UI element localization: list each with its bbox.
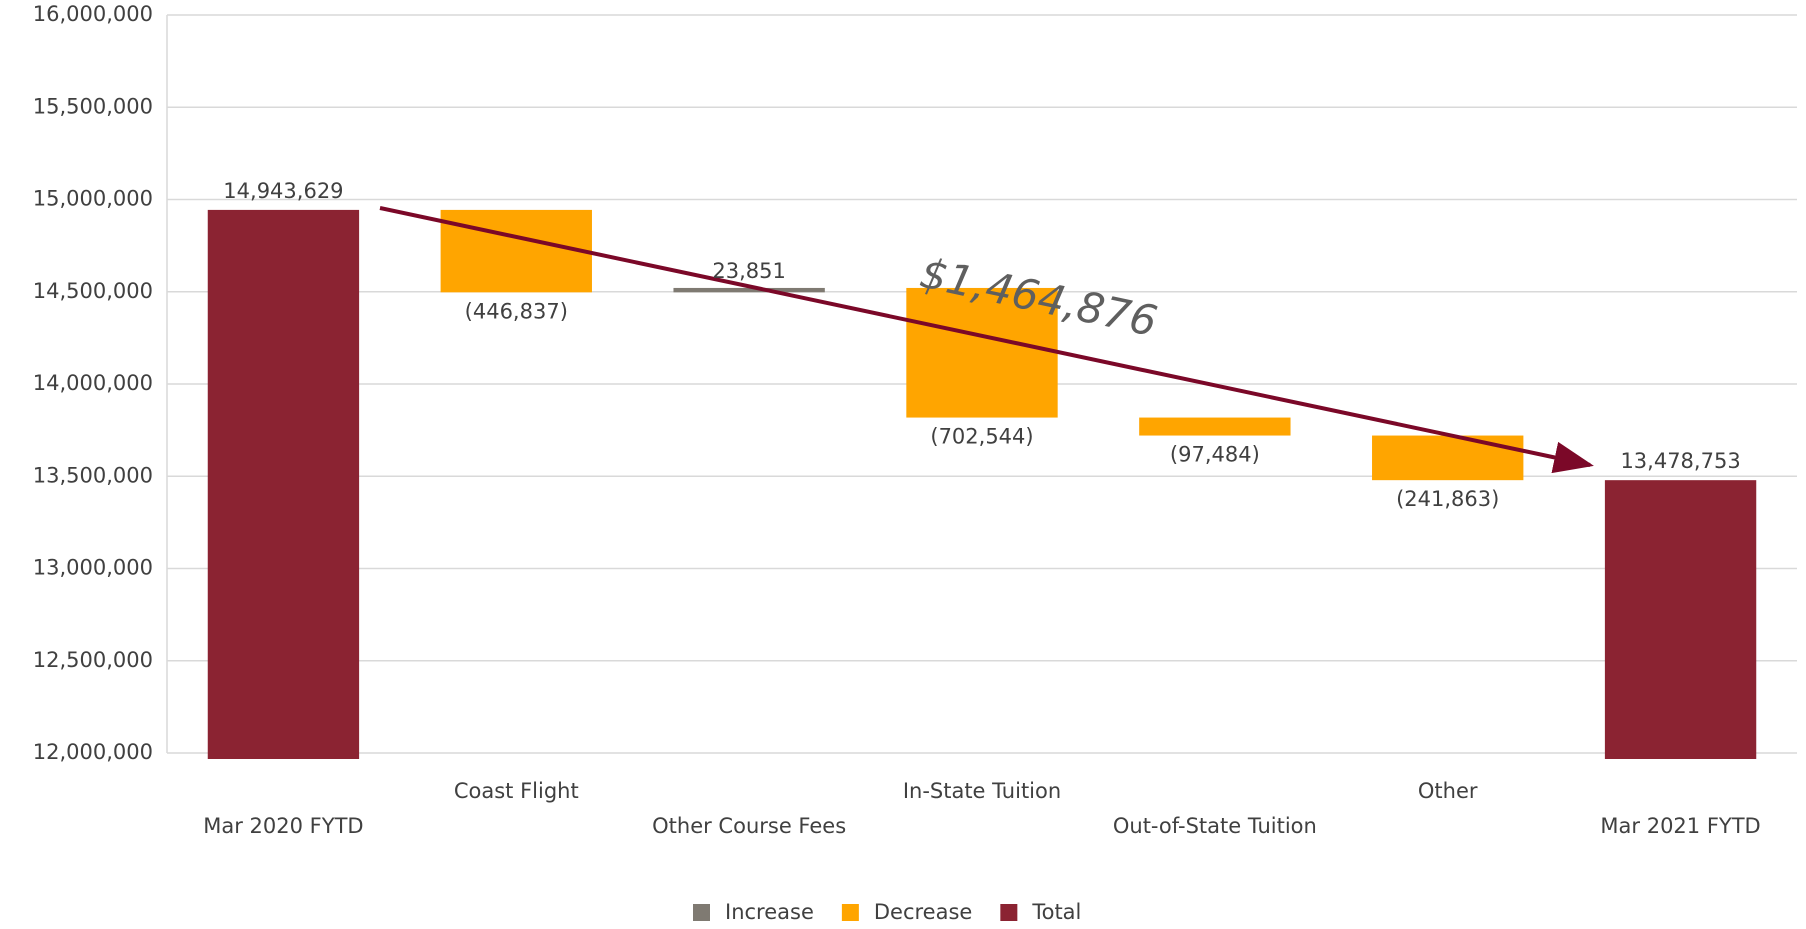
data-label: 23,851 <box>712 259 785 283</box>
bar <box>440 209 592 293</box>
y-tick-label: 12,000,000 <box>33 740 153 764</box>
y-tick-label: 13,500,000 <box>33 463 153 487</box>
y-tick-label: 14,000,000 <box>33 371 153 395</box>
data-label: (702,544) <box>930 425 1033 449</box>
bar <box>1372 435 1524 481</box>
legend-swatch <box>693 904 710 921</box>
y-tick-label: 13,000,000 <box>33 556 153 580</box>
bar <box>906 287 1058 418</box>
data-label: 13,478,753 <box>1620 449 1740 473</box>
x-tick-label: In-State Tuition <box>903 779 1061 803</box>
x-tick-label: Mar 2020 FYTD <box>203 814 363 838</box>
y-tick-label: 15,500,000 <box>33 94 153 118</box>
x-tick-label: Mar 2021 FYTD <box>1600 814 1760 838</box>
trend-arrow <box>379 206 1594 474</box>
data-label: (241,863) <box>1396 487 1499 511</box>
legend-label: Increase <box>725 900 814 924</box>
legend-label: Total <box>1031 900 1081 924</box>
bar <box>207 209 360 759</box>
legend-swatch <box>1000 904 1018 921</box>
x-tick-label: Coast Flight <box>454 779 579 803</box>
data-label: 14,943,629 <box>223 179 343 203</box>
x-tick-label: Out-of-State Tuition <box>1113 814 1317 838</box>
data-label: (446,837) <box>465 299 568 323</box>
data-label: (97,484) <box>1170 443 1260 467</box>
bar <box>1139 417 1291 436</box>
bar <box>673 287 825 293</box>
bar <box>1604 480 1757 759</box>
x-tick-label: Other Course Fees <box>652 814 846 838</box>
x-tick-label: Other <box>1418 779 1478 803</box>
y-tick-label: 12,500,000 <box>33 648 153 672</box>
legend-label: Decrease <box>874 900 972 924</box>
y-tick-label: 15,000,000 <box>33 187 153 211</box>
y-tick-label: 16,000,000 <box>33 2 153 26</box>
y-tick-label: 14,500,000 <box>33 279 153 303</box>
legend-swatch <box>841 904 859 921</box>
